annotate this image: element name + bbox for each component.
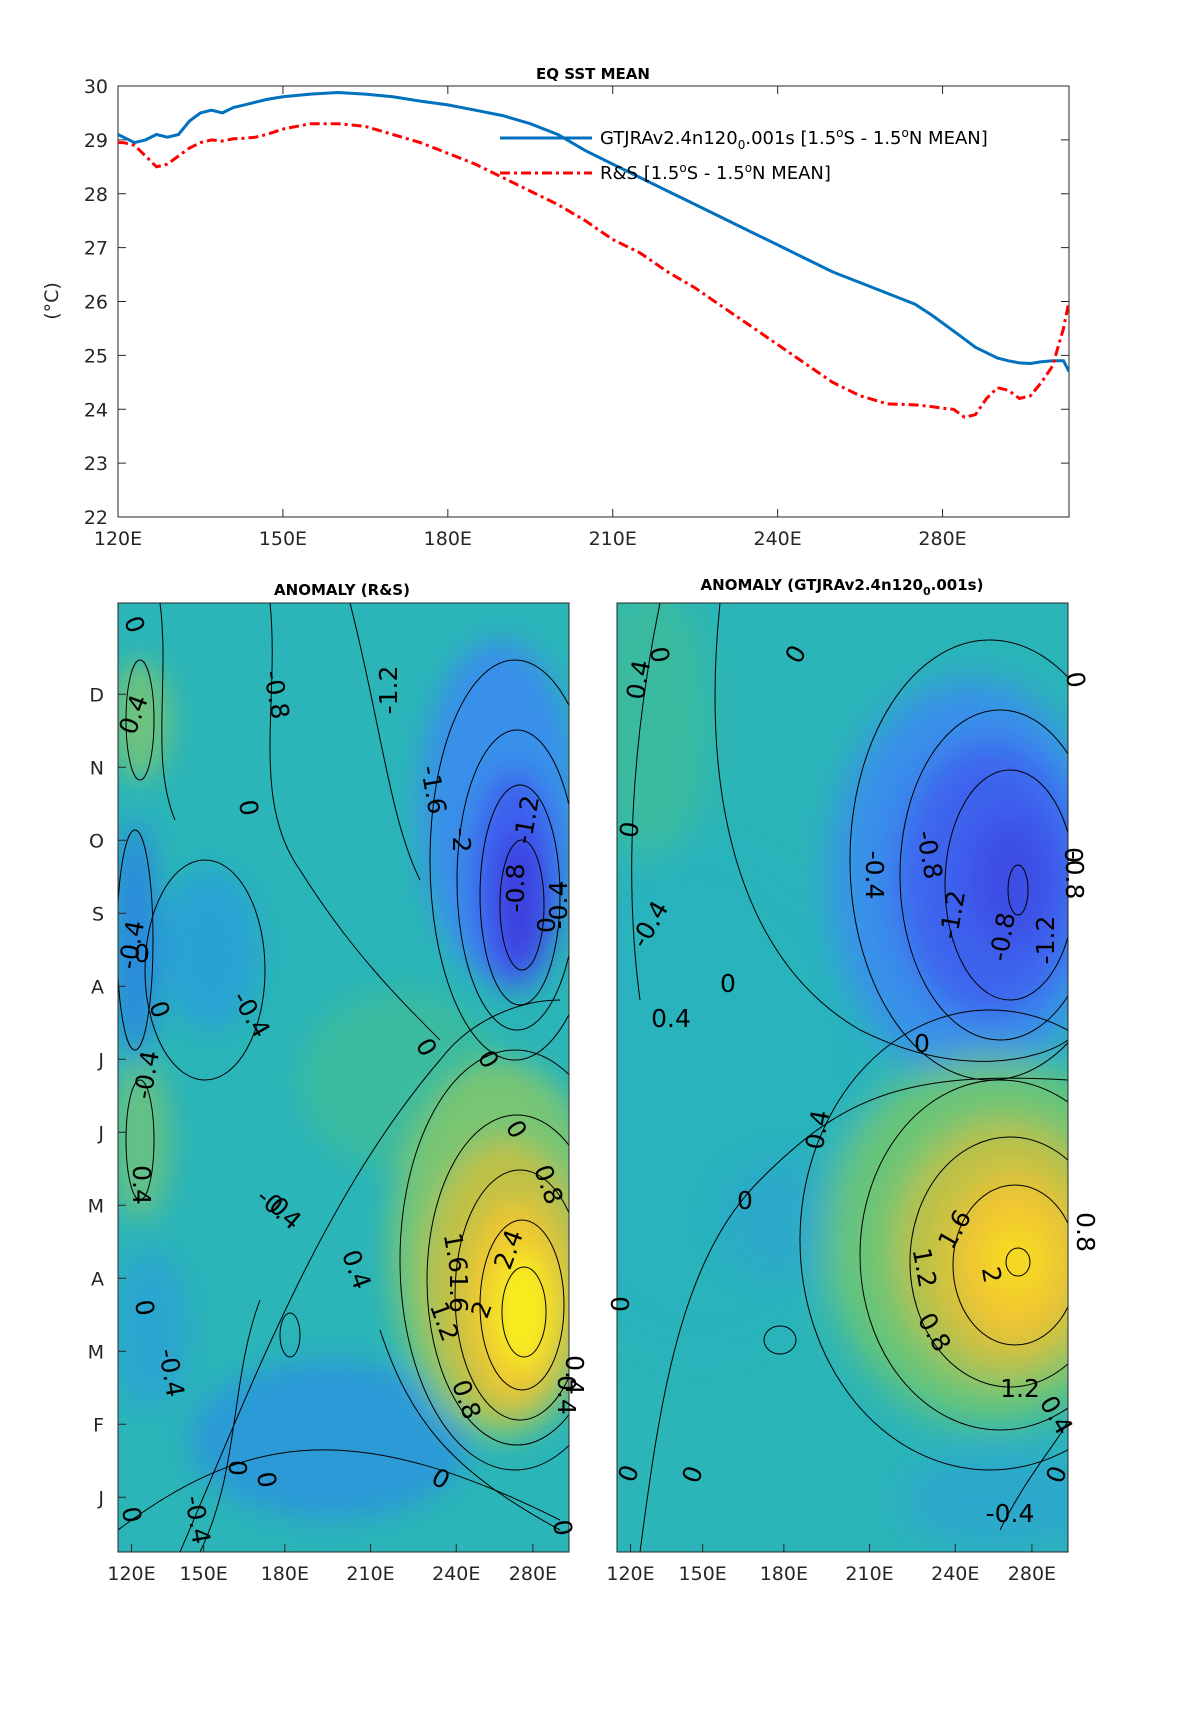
contour-label: 1.2 <box>1000 1374 1040 1403</box>
x-tick-label: 210E <box>589 528 637 550</box>
anomaly-rs-contours <box>118 603 569 1552</box>
x-tick-label: 280E <box>1008 1563 1056 1585</box>
contour-label: 0 <box>134 939 150 968</box>
month-tick-label: D <box>89 684 104 706</box>
month-tick-label: F <box>93 1414 104 1436</box>
x-tick-label: 180E <box>760 1563 808 1585</box>
line-chart-title: EQ SST MEAN <box>536 65 650 83</box>
contour-label: 0.8 <box>1071 1212 1100 1252</box>
contour-label: 0 <box>1060 847 1089 863</box>
month-tick-label: N <box>90 757 104 779</box>
month-tick-label: J <box>97 1487 104 1509</box>
x-tick-label: 150E <box>180 1563 228 1585</box>
y-tick-label: 27 <box>84 238 108 260</box>
legend-label-rs: R&S [1.5oS - 1.5oN MEAN] <box>600 161 831 184</box>
month-tick-label: A <box>91 1268 104 1290</box>
y-axis-label: (°C) <box>41 282 63 320</box>
series-line-gtjra <box>118 90 1069 373</box>
line-chart: EQ SST MEAN 120E 150E 180E 210E 240E 280E 22 23… <box>41 65 1070 550</box>
contour-label: 0 <box>116 1504 147 1525</box>
contour-label: -0.8 <box>501 864 530 913</box>
x-tick-label: 210E <box>346 1563 394 1585</box>
anomaly-rs-field <box>118 603 569 1552</box>
contour-label: 0.4 <box>560 1355 589 1395</box>
month-tick-label: A <box>91 976 104 998</box>
legend: GTJRAv2.4n1200.001s [1.5oS - 1.5oN MEAN]… <box>500 126 988 184</box>
x-tick-label: 120E <box>606 1563 654 1585</box>
month-tick-label: S <box>92 903 104 925</box>
contour-label: 0 <box>914 1029 930 1058</box>
contour-label: 0.4 <box>552 1375 581 1415</box>
contour-label: 0 <box>251 1469 282 1490</box>
y-tick-label: 30 <box>84 76 108 98</box>
contour-label: 2 <box>976 1264 1007 1285</box>
contour-label: -1.2 <box>1031 916 1060 965</box>
contour-label: -0.8 <box>1060 851 1089 900</box>
contour-label: 0 <box>1060 669 1091 690</box>
contour-label: -0.4 <box>860 851 889 900</box>
anomaly-gtjra-title: ANOMALY (GTJRAv2.4n1200.001s) <box>701 576 984 598</box>
x-tick-label: 240E <box>754 528 802 550</box>
contour-label: 0 <box>720 969 736 998</box>
x-tick-label: 240E <box>931 1563 979 1585</box>
x-tick-label: 120E <box>107 1563 155 1585</box>
line-chart-axes: 120E 150E 180E 210E 240E 280E 22 23 24 25 26 27 28 29… <box>84 76 1069 550</box>
contour-label: 1.2 <box>907 1246 942 1290</box>
y-tick-label: 26 <box>84 292 108 314</box>
x-tick-label: 150E <box>679 1563 727 1585</box>
contour-label: 0 <box>614 819 645 840</box>
line-plot-area <box>117 85 1070 518</box>
contour-label: 1.6 <box>444 1273 473 1313</box>
contour-label: 0.4 <box>127 1165 156 1205</box>
anomaly-rs-axes: 120E 150E 180E 210E 240E 280E J F M A M J J A S O N D <box>88 684 557 1585</box>
contour-label: 0 <box>129 1297 160 1318</box>
anomaly-gtjra-field <box>617 603 1068 1552</box>
x-tick-label: 280E <box>509 1563 557 1585</box>
anomaly-gtjra-axes: 120E 150E 180E 210E 240E 280E <box>606 1544 1056 1585</box>
contour-label: -0.4 <box>544 881 573 930</box>
month-tick-label: M <box>88 1195 104 1217</box>
x-tick-label: 240E <box>432 1563 480 1585</box>
contour-label: 0 <box>644 644 675 665</box>
y-tick-label: 22 <box>84 507 108 529</box>
x-tick-label: 180E <box>261 1563 309 1585</box>
y-tick-label: 29 <box>84 130 108 152</box>
contour-label: -1.2 <box>374 666 403 715</box>
anomaly-rs-panel: ANOMALY (R&S) <box>88 581 589 1585</box>
anomaly-gtjra-panel: ANOMALY (GTJRAv2.4n1200.001s) <box>606 576 1100 1585</box>
y-tick-label: 23 <box>84 453 108 475</box>
contour-label: 0 <box>223 1460 252 1476</box>
x-tick-label: 210E <box>845 1563 893 1585</box>
legend-label-gtjra: GTJRAv2.4n1200.001s [1.5oS - 1.5oN MEAN] <box>600 126 988 152</box>
series-line-rs <box>118 122 1069 419</box>
contour-label: -2 <box>447 828 476 853</box>
x-tick-label: 180E <box>424 528 472 550</box>
contour-label: 0 <box>606 1296 635 1312</box>
anomaly-rs-title: ANOMALY (R&S) <box>274 581 410 599</box>
month-tick-label: M <box>88 1341 104 1363</box>
contour-label: 1.6 <box>438 1231 473 1275</box>
anomaly-rs-contour-labels: 00.4-0.40-0.40-0.8 -1.2-1.6-2 -1.2-0.8 -0.4… <box>113 612 589 1546</box>
x-tick-label: 150E <box>259 528 307 550</box>
contour-label: 0.4 <box>651 1004 691 1033</box>
x-tick-label: 120E <box>94 528 142 550</box>
contour-label: 0.4 <box>800 1108 835 1152</box>
y-tick-label: 24 <box>84 399 108 421</box>
contour-label: 0 <box>547 1517 578 1538</box>
month-tick-label: O <box>89 830 104 852</box>
month-tick-label: J <box>97 1122 104 1144</box>
contour-label: 0 <box>532 917 561 933</box>
anomaly-gtjra-contours <box>631 603 1068 1552</box>
contour-label: 0.4 <box>621 658 656 702</box>
y-tick-label: 25 <box>84 345 108 367</box>
month-tick-label: J <box>97 1049 104 1071</box>
x-tick-label: 280E <box>918 528 966 550</box>
contour-label: 0 <box>233 797 264 818</box>
contour-label: 0 <box>737 1186 753 1215</box>
y-tick-label: 28 <box>84 184 108 206</box>
contour-label: -0.4 <box>986 1499 1035 1528</box>
